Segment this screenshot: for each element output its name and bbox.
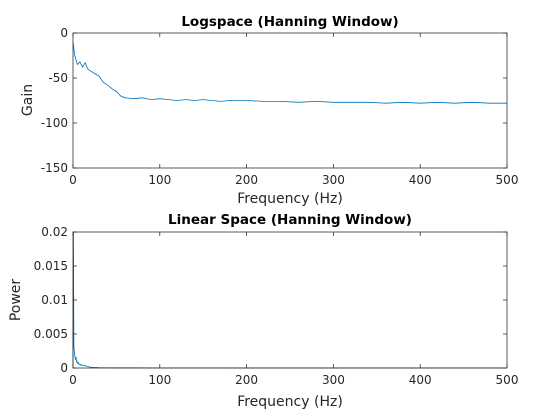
y-tick-label: -100 [41,116,68,130]
y-tick-label: 0 [60,361,68,375]
x-tick-label: 300 [322,173,345,187]
y-ticks: -150 -100 -50 0 [41,26,507,175]
x-axis-label: Frequency (Hz) [237,191,343,207]
x-tick-label: 500 [496,173,519,187]
x-tick-label: 300 [322,373,345,387]
x-tick-label: 400 [409,173,432,187]
y-ticks: 0 0.005 0.01 0.015 0.02 [34,225,507,375]
series-group [72,41,507,104]
y-tick-label: -50 [48,71,68,85]
y-tick-label: 0 [60,26,68,40]
y-tick-label: 0.02 [41,225,68,239]
y-axis-label: Power [8,279,24,322]
series-line [72,41,507,104]
axes-box [72,32,508,169]
x-axis-label: Frequency (Hz) [237,394,343,410]
plot-logspace: Logspace (Hanning Window) 0 100 200 300 400 5… [20,14,518,207]
x-tick-label: 400 [409,373,432,387]
x-ticks: 0 100 200 300 400 500 [69,33,518,187]
plot-linear: Linear Space (Hanning Window) 0 100 200 300… [8,212,518,410]
y-tick-label: -150 [41,161,68,175]
y-axis-label: Gain [20,84,36,116]
x-tick-label: 0 [69,373,77,387]
chart-title: Linear Space (Hanning Window) [168,212,412,228]
x-tick-label: 100 [148,373,171,387]
chart-title: Logspace (Hanning Window) [181,14,398,30]
y-tick-label: 0.01 [41,293,68,307]
x-tick-label: 200 [235,173,258,187]
x-tick-label: 0 [69,173,77,187]
series-group [72,231,507,369]
series-line [72,231,507,369]
x-tick-label: 100 [148,173,171,187]
y-tick-label: 0.005 [34,327,68,341]
x-tick-label: 200 [235,373,258,387]
axes-box [72,231,508,369]
x-tick-label: 500 [496,373,519,387]
x-ticks: 0 100 200 300 400 500 [69,232,518,387]
y-tick-label: 0.015 [34,259,68,273]
